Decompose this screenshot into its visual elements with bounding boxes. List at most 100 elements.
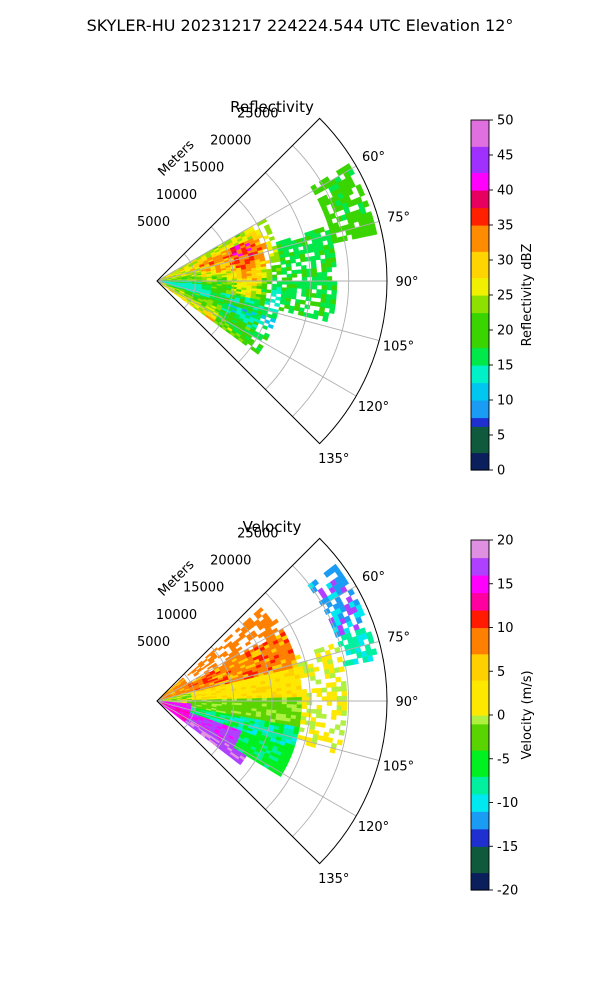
- data-cell: [221, 697, 228, 700]
- data-cell: [299, 299, 306, 305]
- colorbar-segment: [471, 575, 489, 585]
- colorbar-segment: [471, 443, 489, 454]
- colorbar-segment: [471, 260, 489, 270]
- data-cell: [318, 249, 326, 256]
- data-cell: [286, 700, 293, 705]
- colorbar-segment: [471, 566, 489, 576]
- data-cell: [326, 696, 333, 702]
- data-cell: [296, 284, 303, 289]
- data-cell: [193, 672, 200, 677]
- data-cell: [306, 700, 313, 706]
- data-cell: [308, 728, 315, 735]
- data-cell: [331, 696, 338, 702]
- azimuth-tick-label: 135°: [318, 452, 349, 467]
- colorbar-segment: [471, 190, 489, 200]
- data-cell: [318, 226, 326, 233]
- colorbar-segment: [471, 330, 489, 340]
- colorbar-segment: [471, 137, 489, 147]
- data-cell: [276, 283, 283, 288]
- data-cell: [271, 703, 278, 708]
- data-cell: [291, 707, 298, 713]
- data-cell: [261, 274, 268, 279]
- data-cell: [306, 272, 313, 278]
- data-cell: [281, 267, 287, 272]
- data-cell: [331, 289, 338, 296]
- colorbar-tick-label: 20: [497, 534, 514, 549]
- data-cell: [331, 691, 338, 697]
- data-cell: [306, 268, 313, 274]
- data-cell: [314, 721, 321, 728]
- data-cell: [316, 687, 323, 693]
- data-cell: [286, 284, 293, 289]
- data-cell: [327, 643, 335, 651]
- colorbar-segment: [471, 863, 489, 874]
- data-cell: [299, 673, 306, 679]
- data-cell: [268, 235, 276, 242]
- data-cell: [290, 294, 297, 300]
- colorbar-segment: [471, 417, 489, 427]
- data-cell: [301, 692, 308, 698]
- data-cell: [286, 280, 293, 285]
- azimuth-tick-label: 90°: [395, 695, 418, 710]
- data-cell: [341, 710, 347, 717]
- data-cell: [325, 294, 332, 300]
- data-cell: [326, 280, 333, 286]
- data-cell: [326, 267, 333, 273]
- colorbar-segment: [471, 881, 489, 891]
- colorbar-segment: [471, 793, 489, 804]
- data-cell: [209, 659, 215, 665]
- data-cell: [311, 284, 318, 290]
- colorbar-segment: [471, 540, 489, 550]
- azimuth-tick-label: 75°: [387, 210, 410, 225]
- data-cell: [316, 280, 323, 286]
- data-cell: [310, 292, 317, 298]
- data-cell: [304, 672, 311, 678]
- data-cell: [266, 289, 272, 294]
- data-cell: [321, 267, 328, 273]
- range-tick-label: 10000: [156, 608, 197, 623]
- panel-title: Velocity: [243, 518, 302, 536]
- colorbar-tick-label: 50: [497, 114, 514, 129]
- azimuth-tick-label: 90°: [395, 275, 418, 290]
- data-cell: [266, 694, 273, 699]
- data-cell: [316, 704, 323, 710]
- azimuth-tick-label: 105°: [383, 340, 414, 355]
- colorbar-segment: [471, 872, 489, 882]
- data-cell: [320, 262, 327, 269]
- colorbar-segment: [471, 592, 489, 602]
- colorbar-segment: [471, 627, 489, 637]
- colorbar-segment: [471, 146, 489, 156]
- data-cell: [261, 692, 268, 696]
- data-cell: [325, 262, 332, 268]
- data-cell: [281, 700, 288, 705]
- sector-frame: [156, 117, 388, 445]
- data-cell: [293, 306, 300, 312]
- data-cell: [310, 259, 317, 266]
- colorbar-tick-label: -20: [497, 884, 518, 899]
- colorbar-segment: [471, 373, 489, 384]
- data-cell: [309, 675, 316, 682]
- data-cell: [301, 284, 308, 290]
- data-cell: [311, 578, 320, 587]
- colorbar-segment: [471, 338, 489, 349]
- colorbar-segment: [471, 321, 489, 331]
- data-cell: [281, 277, 288, 282]
- data-cell: [330, 681, 337, 688]
- data-cell: [281, 690, 288, 695]
- colorbar-label: Reflectivity dBZ: [520, 244, 535, 347]
- colorbar-tick-label: 25: [497, 289, 514, 304]
- colorbar-tick-label: 5: [497, 429, 505, 444]
- colorbar-segment: [471, 776, 489, 786]
- colorbar-segment: [471, 802, 489, 812]
- data-cell: [296, 689, 303, 694]
- data-cell: [311, 272, 318, 278]
- figure-title: SKYLER-HU 20231217 224224.544 UTC Elevat…: [87, 16, 514, 35]
- data-cell: [253, 348, 261, 355]
- data-cell: [261, 283, 268, 288]
- data-cell: [281, 697, 288, 702]
- data-cell: [272, 618, 279, 626]
- data-cell: [357, 189, 366, 198]
- data-cell: [246, 695, 253, 699]
- colorbar-tick-label: -15: [497, 840, 518, 855]
